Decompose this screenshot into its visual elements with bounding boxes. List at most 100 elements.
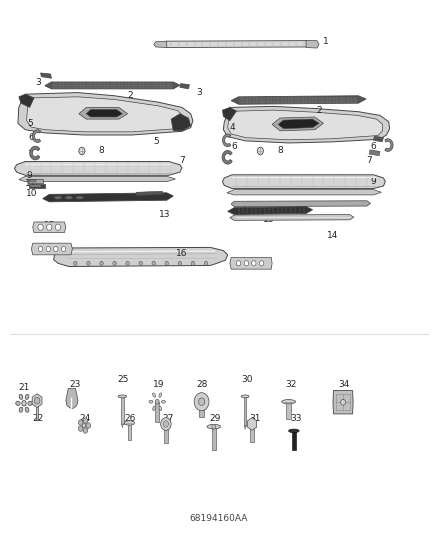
Circle shape [126,261,129,265]
Polygon shape [32,394,42,408]
Polygon shape [32,243,72,255]
Text: 11: 11 [25,179,37,188]
Ellipse shape [153,393,155,397]
Polygon shape [18,93,193,135]
Circle shape [39,246,43,252]
Polygon shape [14,161,182,175]
Polygon shape [222,150,232,164]
Text: 13: 13 [263,215,275,224]
Text: 2: 2 [316,106,322,115]
Circle shape [161,418,171,430]
Polygon shape [29,180,36,182]
Circle shape [100,261,103,265]
Polygon shape [86,110,122,117]
Polygon shape [231,96,366,104]
Circle shape [61,246,66,252]
Polygon shape [79,108,127,119]
Polygon shape [228,207,313,215]
Ellipse shape [25,394,29,399]
Circle shape [86,423,91,429]
Polygon shape [30,185,41,187]
Text: 6: 6 [371,142,376,151]
Circle shape [139,261,142,265]
Polygon shape [333,391,353,414]
Text: 10: 10 [152,193,164,202]
Text: 30: 30 [241,375,253,384]
Circle shape [237,261,241,266]
Polygon shape [66,389,78,408]
Circle shape [78,420,83,425]
Polygon shape [32,130,41,142]
Ellipse shape [289,429,299,433]
Ellipse shape [282,400,296,404]
Polygon shape [136,191,162,196]
Text: 2: 2 [127,91,133,100]
Text: 9: 9 [371,177,376,186]
Circle shape [257,147,263,155]
Text: 7: 7 [179,156,185,165]
Text: 6: 6 [231,142,237,151]
Text: 15: 15 [43,221,55,230]
Text: 68194160AA: 68194160AA [190,514,248,523]
Polygon shape [278,119,319,128]
Ellipse shape [19,407,23,412]
Text: 25: 25 [117,375,129,384]
Circle shape [212,424,216,429]
Ellipse shape [241,395,249,398]
Polygon shape [385,139,393,151]
Polygon shape [223,134,231,147]
Polygon shape [27,97,184,132]
Polygon shape [19,176,176,182]
Text: 10: 10 [26,189,38,198]
Circle shape [47,224,52,230]
Text: 28: 28 [197,379,208,389]
Text: 9: 9 [27,171,32,180]
Bar [199,402,204,417]
Ellipse shape [118,395,127,398]
Polygon shape [41,73,51,78]
Bar [121,397,124,424]
Bar [244,397,247,425]
Polygon shape [230,215,354,220]
Ellipse shape [28,401,32,406]
Polygon shape [306,41,319,48]
Text: 3: 3 [197,88,202,97]
Text: 32: 32 [285,379,297,389]
Polygon shape [227,190,381,195]
Circle shape [252,261,256,266]
Text: 17: 17 [257,261,268,269]
Polygon shape [154,41,167,47]
Text: 17: 17 [40,243,52,252]
Text: 12: 12 [242,205,253,214]
Circle shape [194,393,209,411]
Circle shape [34,397,40,404]
Polygon shape [53,247,228,266]
Polygon shape [43,193,173,202]
Polygon shape [244,425,246,429]
Circle shape [79,147,85,155]
Text: 29: 29 [210,414,221,423]
Ellipse shape [65,196,73,199]
Text: 31: 31 [249,414,261,423]
Text: 16: 16 [176,249,188,259]
Circle shape [198,398,205,406]
Polygon shape [247,418,257,430]
Polygon shape [121,424,123,427]
Circle shape [46,246,50,252]
Circle shape [178,261,182,265]
Text: 7: 7 [366,156,372,165]
Text: 1: 1 [323,37,328,46]
Circle shape [83,427,88,433]
Polygon shape [374,136,384,142]
Circle shape [78,426,83,431]
Circle shape [87,261,90,265]
Ellipse shape [76,196,84,199]
Polygon shape [230,257,272,269]
Text: 21: 21 [18,383,30,392]
Ellipse shape [159,406,162,410]
Circle shape [55,224,60,230]
Polygon shape [45,82,180,89]
Circle shape [53,246,58,252]
Polygon shape [29,184,45,188]
Bar [155,402,159,422]
